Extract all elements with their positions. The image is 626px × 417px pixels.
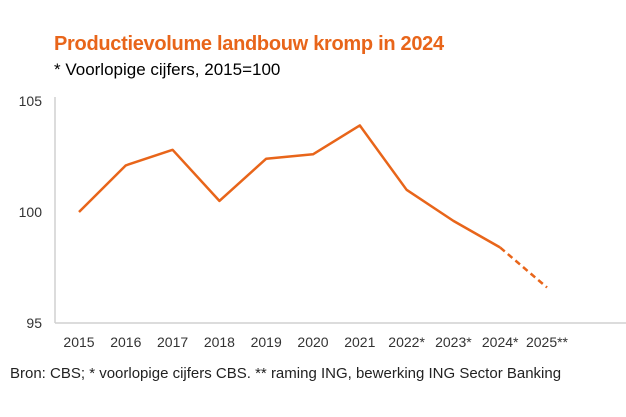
x-tick-label: 2024* bbox=[482, 334, 519, 350]
series-line-forecast bbox=[499, 246, 548, 289]
y-tick-label: 105 bbox=[19, 93, 43, 109]
x-tick-label: 2019 bbox=[251, 334, 282, 350]
source-note: Bron: CBS; * voorlopige cijfers CBS. ** … bbox=[10, 365, 562, 382]
x-tick-label: 2023* bbox=[435, 334, 472, 350]
x-tick-label: 2017 bbox=[157, 334, 188, 350]
x-tick-label: 2015 bbox=[63, 334, 94, 350]
x-tick-label: 2016 bbox=[110, 334, 141, 350]
x-tick-label: 2022* bbox=[388, 334, 425, 350]
x-tick-label: 2020 bbox=[297, 334, 328, 350]
y-tick-label: 95 bbox=[26, 315, 42, 331]
chart-title: Productievolume landbouw kromp in 2024 bbox=[54, 33, 444, 55]
x-tick-label: 2025** bbox=[526, 334, 569, 350]
y-tick-label: 100 bbox=[19, 204, 43, 220]
chart-subtitle: * Voorlopige cijfers, 2015=100 bbox=[54, 60, 281, 79]
x-tick-label: 2021 bbox=[344, 334, 375, 350]
x-tick-label: 2018 bbox=[204, 334, 235, 350]
series-line-actual bbox=[78, 124, 501, 249]
